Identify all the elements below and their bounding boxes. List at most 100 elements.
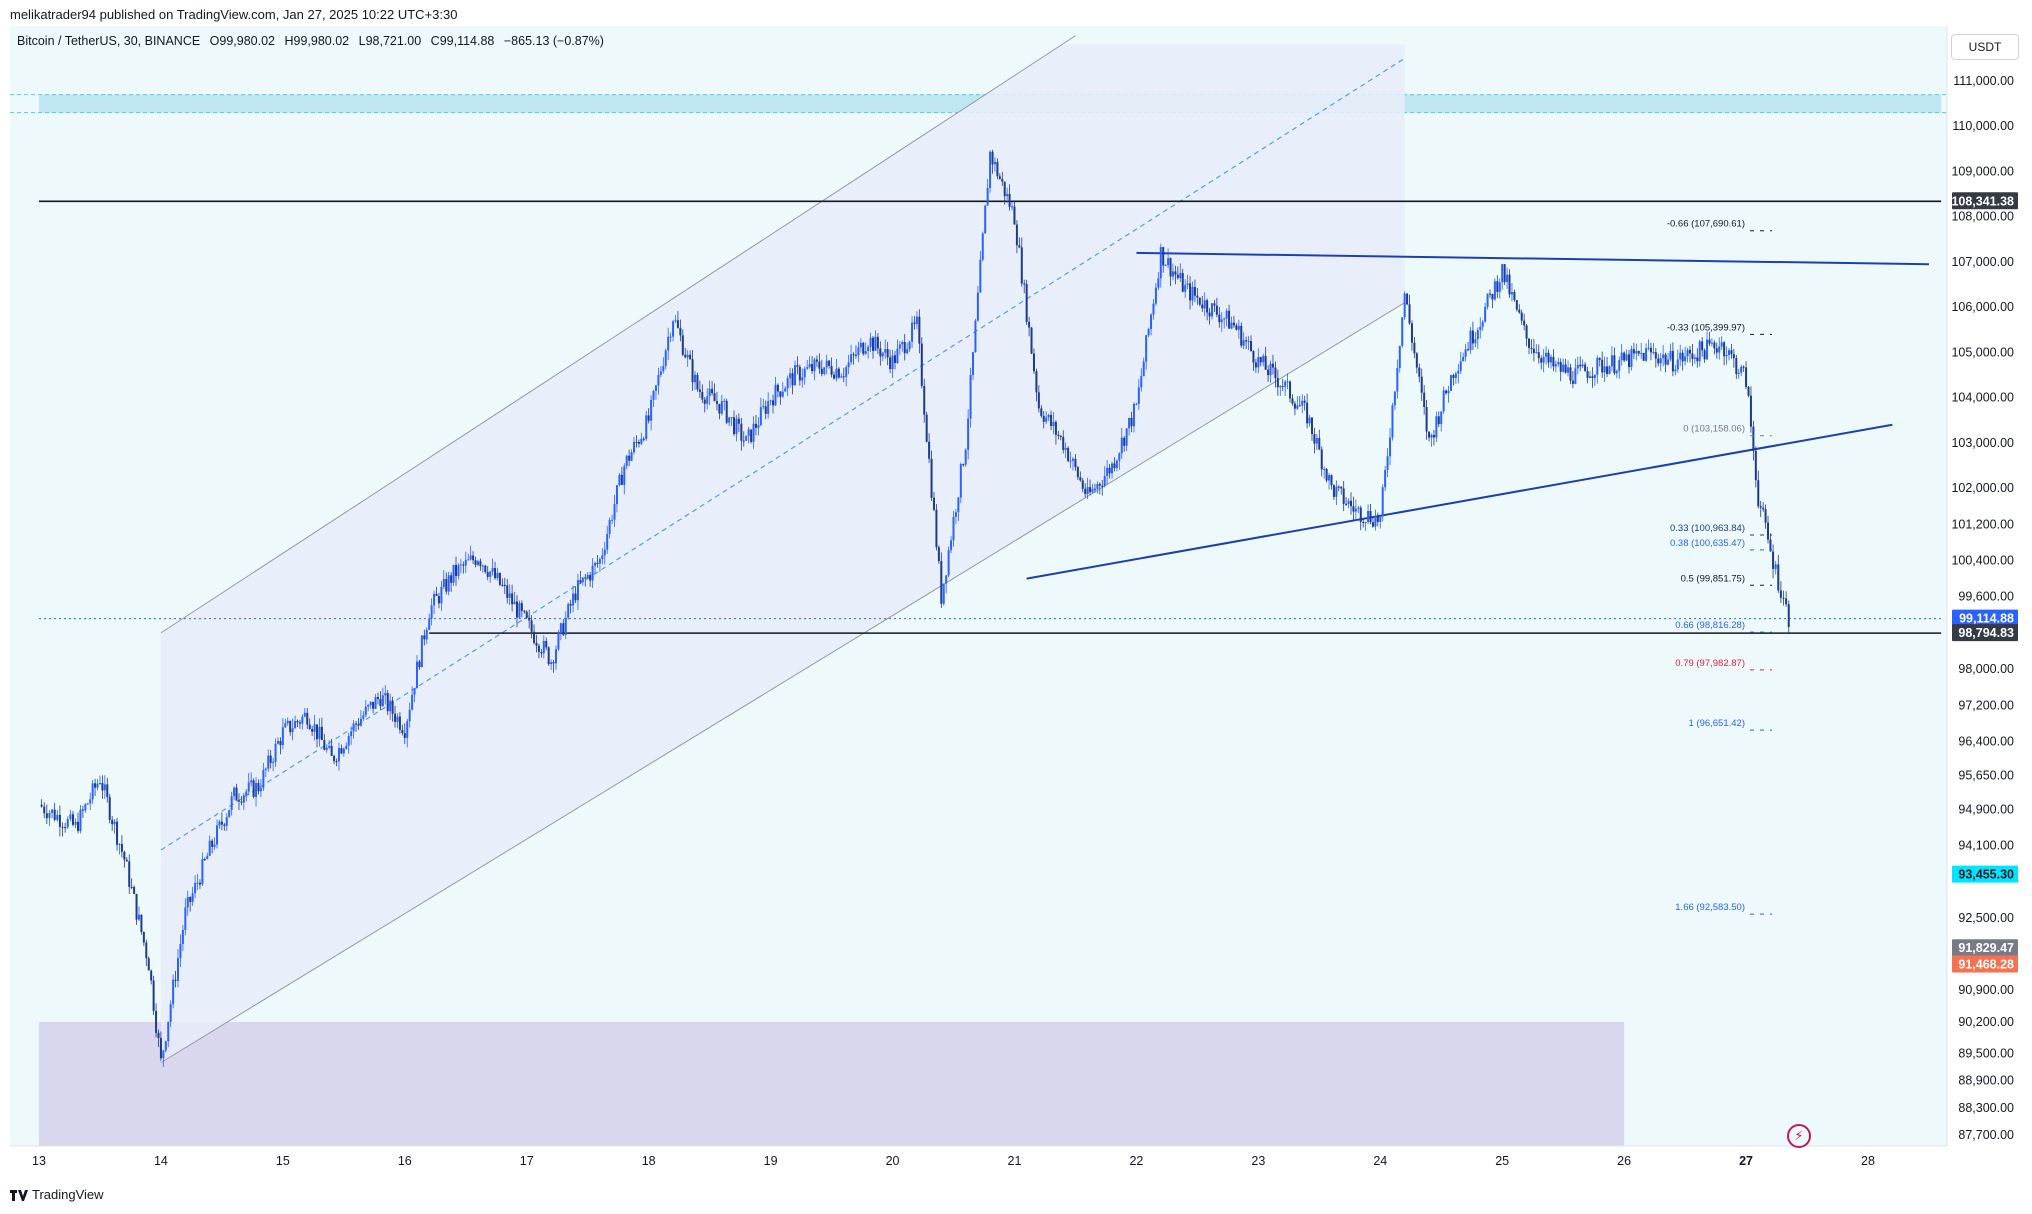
lightning-icon[interactable]: ⚡ xyxy=(1787,1124,1811,1148)
x-tick-label: 28 xyxy=(1861,1154,1875,1168)
candle-body xyxy=(1525,325,1528,339)
candle-body xyxy=(1698,341,1701,362)
y-tick-label: 98,000.00 xyxy=(1958,662,2014,676)
candle-body xyxy=(252,780,255,797)
candle-body xyxy=(1342,488,1345,504)
candle-body xyxy=(179,944,182,959)
candle-body xyxy=(686,354,689,358)
candle-body xyxy=(1215,305,1218,315)
candle-body xyxy=(84,804,87,811)
candle-body xyxy=(564,617,567,635)
price-badge xyxy=(1952,939,2018,957)
candle-body xyxy=(211,840,214,847)
candle-body xyxy=(589,574,592,581)
candle-body xyxy=(857,347,860,356)
candle-body xyxy=(1274,367,1277,379)
candle-body xyxy=(1418,367,1421,377)
y-tick-label: 101,200.00 xyxy=(1951,517,2014,531)
candle-body xyxy=(1440,411,1443,425)
candle-body xyxy=(1286,381,1289,383)
candle-body xyxy=(420,635,423,668)
candle-body xyxy=(1774,564,1777,569)
candle-body xyxy=(357,724,360,726)
ohlc-change: −865.13 (−0.87%) xyxy=(503,34,604,48)
fib-label-0.79: 0.79 (97,982.87) xyxy=(1675,658,1745,669)
candle-body xyxy=(840,376,843,378)
candle-body xyxy=(1649,347,1652,353)
candle-body xyxy=(1640,352,1643,354)
candle-body xyxy=(1059,435,1062,437)
candle-body xyxy=(1218,314,1221,323)
candle-body xyxy=(830,365,833,375)
candle-body xyxy=(740,423,743,441)
candle-body xyxy=(1752,426,1755,451)
candle-body xyxy=(242,795,245,803)
price-badge xyxy=(1952,192,2018,210)
candle-body xyxy=(1120,437,1123,454)
candle-body xyxy=(1271,363,1274,368)
candle-body xyxy=(1267,369,1270,376)
candle-body xyxy=(1491,293,1494,300)
candle-body xyxy=(691,359,694,383)
candle-body xyxy=(908,341,911,350)
candles-group xyxy=(40,149,1790,1067)
candle-body xyxy=(447,575,450,592)
candle-body xyxy=(1506,274,1509,283)
candle-body xyxy=(542,640,545,654)
candle-body xyxy=(791,373,794,386)
candle-body xyxy=(1787,604,1790,628)
candle-body xyxy=(118,843,121,845)
candle-body xyxy=(1301,400,1304,406)
candle-body xyxy=(240,801,243,803)
candle-body xyxy=(701,391,704,400)
candle-body xyxy=(64,827,67,829)
candle-body xyxy=(611,519,614,521)
y-tick-label: 97,200.00 xyxy=(1958,698,2014,712)
candle-body xyxy=(596,562,599,564)
candle-body xyxy=(1432,434,1435,438)
price-badge-label: 91,829.47 xyxy=(1958,941,2014,955)
currency-selector[interactable]: USDT xyxy=(1951,34,2019,60)
y-tick-label: 87,700.00 xyxy=(1958,1128,2014,1142)
candle-body xyxy=(1225,310,1228,319)
x-tick-label: 16 xyxy=(398,1154,412,1168)
candle-body xyxy=(1293,403,1296,409)
candle-body xyxy=(1647,347,1650,349)
candle-body xyxy=(1347,500,1350,505)
candle-body xyxy=(974,320,977,353)
candle-body xyxy=(1062,436,1065,450)
candle-body xyxy=(1128,417,1131,429)
candle-body xyxy=(1593,374,1596,379)
candle-body xyxy=(757,425,760,428)
candle-body xyxy=(1235,325,1238,330)
candle-body xyxy=(1772,551,1775,569)
candle-body xyxy=(159,1037,162,1059)
candle-body xyxy=(601,555,604,560)
price-badge xyxy=(1952,624,2018,642)
candle-body xyxy=(496,572,499,579)
candle-body xyxy=(1454,373,1457,379)
y-tick-label: 107,000.00 xyxy=(1951,255,2014,269)
candle-body xyxy=(998,176,1001,179)
candle-body xyxy=(728,417,731,423)
candle-body xyxy=(1079,477,1082,481)
candle-body xyxy=(228,810,231,818)
candle-body xyxy=(1196,295,1199,298)
candle-body xyxy=(930,458,933,498)
candle-body xyxy=(501,584,504,586)
candle-body xyxy=(533,631,536,643)
candle-body xyxy=(798,366,801,381)
candle-body xyxy=(398,716,401,730)
candle-body xyxy=(1469,330,1472,351)
candle-body xyxy=(98,782,101,784)
candle-body xyxy=(1223,318,1226,320)
candle-body xyxy=(898,344,901,349)
candle-body xyxy=(694,374,697,383)
candle-body xyxy=(1662,354,1665,359)
candle-body xyxy=(586,574,589,578)
candle-body xyxy=(1096,483,1099,489)
x-tick-label: 15 xyxy=(276,1154,290,1168)
candle-body xyxy=(1547,352,1550,363)
